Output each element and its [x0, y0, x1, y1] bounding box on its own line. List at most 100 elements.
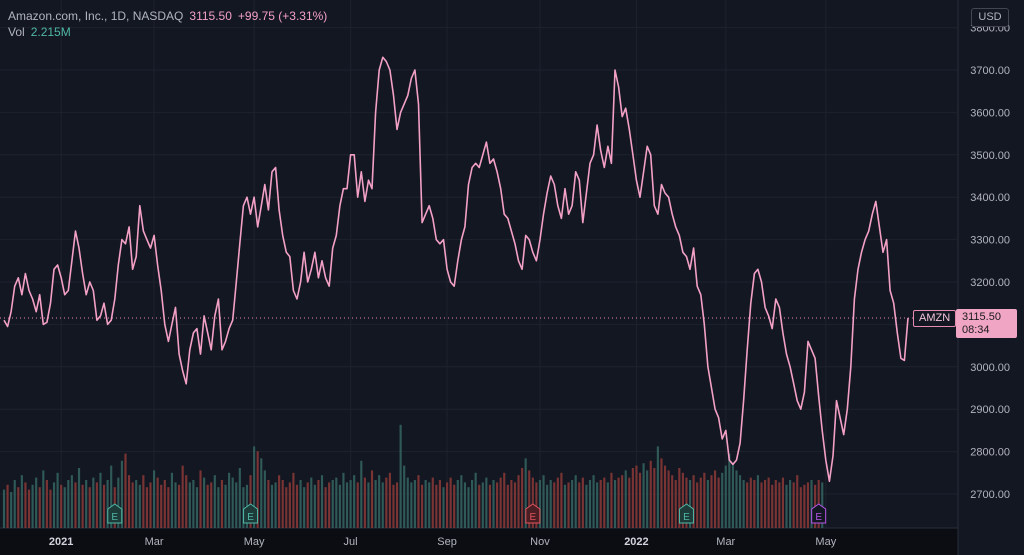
volume-bar — [453, 484, 456, 528]
volume-bar — [535, 482, 538, 528]
volume-bar — [499, 477, 502, 528]
plot-background — [0, 0, 958, 528]
volume-bar — [567, 482, 570, 528]
x-tick-label: Nov — [530, 536, 550, 548]
volume-bar — [6, 484, 9, 528]
volume-bar — [445, 482, 449, 528]
volume-bar — [220, 480, 224, 528]
volume-bar — [460, 475, 463, 528]
volume-bar — [806, 482, 810, 528]
volume-bar — [249, 475, 252, 528]
volume-bar — [167, 487, 170, 528]
volume-bar — [417, 475, 420, 528]
volume-bar — [185, 475, 188, 528]
volume-bar — [621, 475, 624, 528]
volume-bar — [260, 458, 263, 528]
volume-bar — [742, 480, 745, 528]
volume-bar — [388, 472, 391, 528]
volume-bar — [699, 477, 702, 528]
volume-bar — [442, 487, 445, 528]
volume-bar — [785, 484, 788, 528]
y-tick-label: 3600.00 — [970, 107, 1010, 119]
volume-bar — [392, 484, 395, 528]
volume-bar — [35, 477, 38, 528]
volume-bar — [367, 482, 370, 528]
last-price-label: 3115.50 08:34 — [956, 309, 1017, 338]
volume-bar — [717, 477, 720, 528]
volume-bar — [749, 477, 752, 528]
volume-bar — [706, 480, 709, 528]
volume-bar — [342, 472, 345, 528]
volume-bar — [299, 480, 302, 528]
last-price-value: 3115.50 — [962, 311, 1001, 323]
volume-bar — [85, 480, 88, 528]
volume-bar — [510, 480, 513, 528]
volume-bar — [599, 480, 602, 528]
y-tick-label: 3300.00 — [970, 235, 1010, 247]
price-line — [3, 56, 909, 483]
volume-bar — [192, 480, 195, 528]
currency-button[interactable]: USD — [971, 8, 1009, 27]
volume-bar — [203, 477, 206, 528]
volume-bar — [799, 487, 802, 528]
y-tick-label: 2900.00 — [970, 404, 1010, 416]
earnings-marker — [678, 503, 694, 524]
volume-bar — [288, 482, 291, 528]
x-tick-label: 2022 — [624, 536, 648, 548]
volume-bar — [638, 472, 642, 528]
volume-bar — [703, 472, 706, 528]
y-tick-label: 3400.00 — [970, 192, 1010, 204]
volume-bar — [713, 470, 717, 528]
volume-bar — [263, 470, 266, 528]
volume-bar — [553, 482, 556, 528]
volume-bar — [696, 482, 699, 528]
volume-bar — [767, 477, 770, 528]
volume-bar — [281, 480, 284, 528]
volume-bar — [531, 477, 534, 528]
y-tick-label: 2800.00 — [970, 447, 1010, 459]
volume-bar — [120, 460, 123, 528]
volume-bar — [810, 480, 813, 528]
volume-bar — [338, 484, 341, 528]
volume-bar — [524, 458, 527, 528]
volume-bar — [24, 482, 27, 528]
volume-legend: Vol 2.215M — [8, 25, 77, 39]
earnings-label: E — [111, 512, 118, 523]
volume-bar — [671, 475, 674, 528]
volume-bar — [764, 480, 767, 528]
volume-bar — [549, 480, 552, 528]
volume-bar — [370, 470, 374, 528]
volume-bar — [653, 468, 656, 528]
volume-bar — [324, 487, 327, 528]
volume-bar — [152, 470, 156, 528]
volume-bar — [467, 487, 470, 528]
volume-bar — [117, 477, 120, 528]
volume-bar — [138, 484, 141, 528]
volume-bar — [295, 484, 299, 528]
earnings-marker — [107, 503, 123, 524]
volume-bar — [471, 480, 474, 528]
volume-bar — [760, 482, 763, 528]
symbol-price-label: AMZN — [913, 310, 957, 327]
volume-bar — [381, 482, 384, 528]
volume-bar — [656, 446, 659, 528]
x-tick-label: 2021 — [49, 536, 73, 548]
volume-bar — [77, 468, 81, 528]
volume-bar — [81, 484, 84, 528]
volume-bar — [60, 484, 63, 528]
x-tick-label: May — [815, 536, 836, 548]
volume-bar — [2, 489, 6, 528]
volume-bar — [131, 482, 134, 528]
volume-bar — [538, 480, 542, 528]
volume-bar — [303, 487, 306, 528]
volume-bar — [160, 484, 163, 528]
volume-bar — [27, 489, 31, 528]
volume-bar — [56, 472, 59, 528]
volume-bar — [403, 465, 406, 528]
volume-bar — [603, 477, 606, 528]
volume-bar — [588, 480, 592, 528]
volume-bar — [31, 484, 34, 528]
volume-bar — [803, 484, 806, 528]
